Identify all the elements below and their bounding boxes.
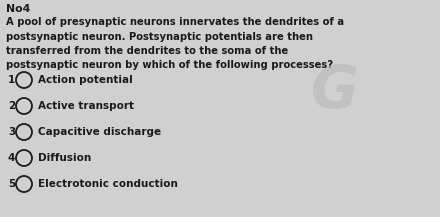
Text: 5: 5	[8, 179, 15, 189]
Text: postsynaptic neuron by which of the following processes?: postsynaptic neuron by which of the foll…	[6, 61, 333, 71]
Text: A pool of presynaptic neurons innervates the dendrites of a: A pool of presynaptic neurons innervates…	[6, 17, 344, 27]
Text: Diffusion: Diffusion	[38, 153, 91, 163]
Text: Electrotonic conduction: Electrotonic conduction	[38, 179, 178, 189]
Text: Capacitive discharge: Capacitive discharge	[38, 127, 161, 137]
Text: transferred from the dendrites to the soma of the: transferred from the dendrites to the so…	[6, 46, 288, 56]
Text: G: G	[311, 63, 358, 120]
Text: No4: No4	[6, 4, 30, 14]
Text: 3: 3	[8, 127, 15, 137]
Text: postsynaptic neuron. Postsynaptic potentials are then: postsynaptic neuron. Postsynaptic potent…	[6, 31, 313, 41]
Text: 1: 1	[8, 75, 15, 85]
Text: 4: 4	[8, 153, 15, 163]
Text: Action potential: Action potential	[38, 75, 133, 85]
Text: 2: 2	[8, 101, 15, 111]
Text: Active transport: Active transport	[38, 101, 134, 111]
